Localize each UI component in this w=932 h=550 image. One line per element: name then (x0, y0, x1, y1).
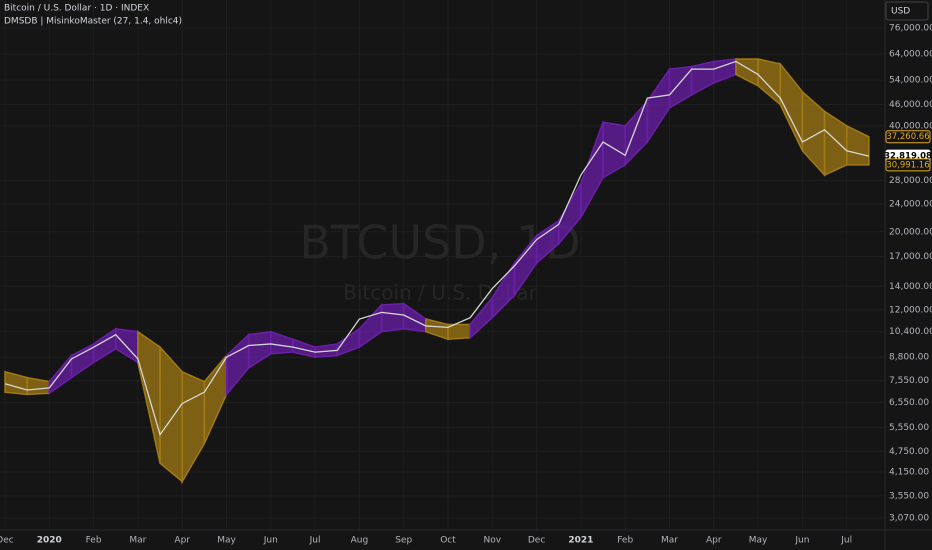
x-tick-label: Nov (484, 536, 502, 546)
y-tick-label: 40,000.00 (889, 121, 932, 131)
price-badge (885, 130, 931, 144)
band-fill (447, 323, 471, 341)
indicator-label: DMSDB | MisinkoMaster (27, 1.4, ohlc4) (4, 17, 182, 27)
y-tick-label: 12,000.00 (889, 305, 932, 315)
x-tick-label: Mar (661, 536, 678, 546)
price-badge (885, 158, 931, 172)
x-tick-label: May (749, 536, 768, 546)
y-tick-label: 20,000.00 (889, 227, 932, 237)
x-tick-label: Jul (840, 536, 852, 546)
x-tick-label: Jun (794, 536, 809, 546)
x-tick-label: 2020 (37, 536, 62, 546)
x-tick-label: Feb (617, 536, 633, 546)
plot (4, 58, 870, 485)
x-tick-label: Sep (395, 536, 412, 546)
x-tick-label: Feb (86, 536, 102, 546)
y-tick-label: 3,070.00 (889, 514, 929, 524)
y-tick-label: 76,000.00 (889, 23, 932, 33)
x-tick-label: 2021 (568, 536, 593, 546)
band-fill (380, 302, 405, 333)
x-tick-label: Oct (440, 536, 456, 546)
x-tick-label: Apr (706, 536, 722, 546)
grid (0, 0, 885, 530)
y-tick-label: 3,550.00 (889, 491, 929, 501)
x-tick-label: Jul (309, 536, 321, 546)
x-tick-label: Dec (528, 536, 545, 546)
y-tick-label: 64,000.00 (889, 50, 932, 60)
x-tick-label: Apr (174, 536, 190, 546)
y-tick-label: 46,000.00 (889, 100, 932, 110)
price-badge-label: 30,991.16 (886, 160, 929, 170)
price-badge-label: 37,260.66 (886, 132, 929, 142)
price-badge-label: 32,819.08 (884, 152, 932, 162)
y-tick-label: 8,800.00 (889, 353, 929, 363)
y-tick-label: 7,550.00 (889, 376, 929, 386)
x-tick-label: Aug (351, 536, 369, 546)
band-fill (159, 345, 183, 484)
y-tick-label: 28,000.00 (889, 176, 932, 186)
price-line (4, 60, 870, 437)
y-tick-label: 6,550.00 (889, 398, 929, 408)
x-tick-label: May (217, 536, 236, 546)
currency-button[interactable] (885, 1, 929, 21)
x-tick-label: Dec (0, 536, 14, 546)
x-tick-label: Jun (263, 536, 278, 546)
axes: 76,000.00 64,000.00 54,000.00 46,000.00 40,0… (0, 23, 932, 545)
y-tick-label: 5,550.00 (889, 423, 929, 433)
y-tick-label: 4,150.00 (889, 468, 929, 478)
currency-label[interactable]: USD (891, 7, 910, 17)
y-tick-label: 24,000.00 (889, 199, 932, 209)
y-tick-label: 54,000.00 (889, 76, 932, 86)
y-tick-label: 4,750.00 (889, 447, 929, 457)
chart-title: Bitcoin / U.S. Dollar · 1D · INDEX (4, 4, 149, 14)
x-tick-label: Mar (129, 536, 146, 546)
y-tick-label: 14,000.00 (889, 282, 932, 292)
y-tick-label: 10,400.00 (889, 327, 932, 337)
y-tick-label: 17,000.00 (889, 252, 932, 262)
